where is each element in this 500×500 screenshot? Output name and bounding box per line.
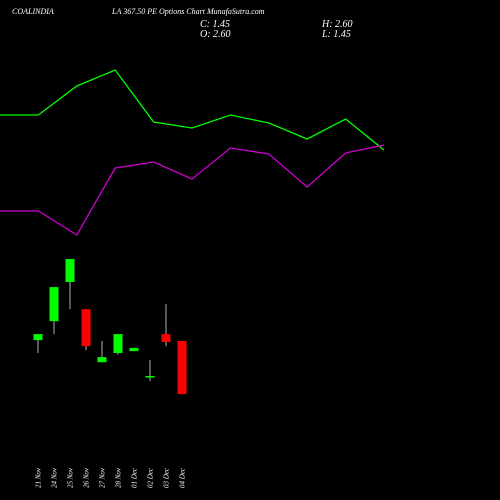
x-tick-label: 21 Nov [35, 467, 43, 488]
x-tick-label: 25 Nov [67, 467, 75, 488]
indicator-line [0, 144, 385, 236]
x-tick-label: 01 Dec [131, 467, 139, 488]
candle-body [33, 334, 43, 341]
open-label: O: 2.60 [200, 29, 231, 40]
indicator-line [0, 69, 385, 151]
candle-body [113, 334, 123, 353]
candle-body [145, 376, 155, 378]
low-label: L: 1.45 [321, 29, 351, 40]
x-tick-label: 28 Nov [115, 467, 123, 488]
symbol: COALINDIA [12, 7, 54, 16]
candle-body [49, 287, 59, 322]
x-tick-label: 04 Dec [179, 467, 187, 488]
candle-body [81, 309, 91, 347]
x-tick-label: 27 Nov [99, 467, 107, 488]
x-tick-label: 02 Dec [147, 467, 155, 488]
chart-title: LA 367.50 PE Options Chart MunafaSutra.c… [111, 7, 265, 16]
x-tick-label: 24 Nov [51, 467, 59, 488]
candle-body [97, 357, 107, 363]
candle-body [161, 334, 171, 342]
high-label: H: 2.60 [321, 19, 353, 30]
x-tick-label: 26 Nov [83, 467, 91, 488]
candle-body [65, 258, 75, 283]
candle-body [129, 347, 139, 352]
close-label: C: 1.45 [200, 19, 230, 30]
x-tick-label: 03 Dec [163, 467, 171, 488]
candle-body [177, 341, 187, 395]
